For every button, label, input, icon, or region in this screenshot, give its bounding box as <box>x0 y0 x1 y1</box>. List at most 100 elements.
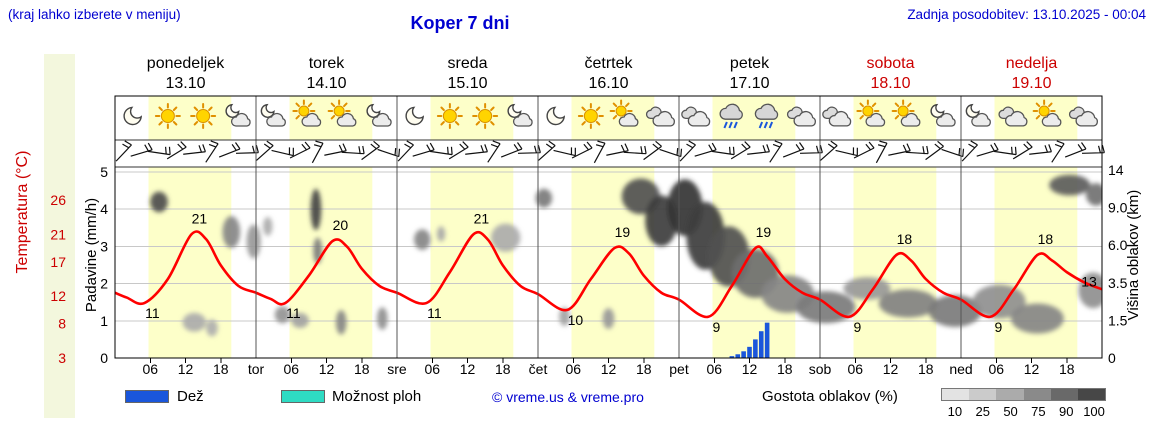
daylight-band <box>853 167 937 358</box>
wind-barb-icon <box>711 146 735 156</box>
wind-barb-icon <box>130 142 153 157</box>
cloud-blob <box>206 319 218 337</box>
day-abbrev-label: čet <box>529 361 548 377</box>
temperature-tick: 26 <box>50 192 66 208</box>
showers-legend-swatch <box>281 390 325 403</box>
day-abbrev-label: ned <box>949 361 972 377</box>
day-name-label: ponedeljek <box>147 55 225 72</box>
cloud-blob <box>414 229 431 250</box>
hour-label: 12 <box>1024 361 1040 377</box>
rain-bar <box>747 346 752 358</box>
last-update-text: Zadnja posodobitev: 13.10.2025 - 00:04 <box>907 7 1146 22</box>
rain-bar <box>758 331 764 358</box>
cloud-blob <box>263 217 273 236</box>
day-abbrev-label: pet <box>669 361 689 377</box>
temperature-curve <box>115 230 1102 319</box>
daylight-band <box>430 96 514 140</box>
precip-tick: 1 <box>100 313 108 329</box>
cloud-blob <box>535 188 553 208</box>
day-date-label: 14.10 <box>306 75 346 92</box>
hour-label: 12 <box>883 361 899 377</box>
weather-icon-moon <box>546 106 566 126</box>
cloud-height-tick: 1.5 <box>1108 312 1128 328</box>
day-name-label: nedelja <box>1006 55 1058 72</box>
cloud-blob <box>436 226 446 242</box>
weather-icon-moon-cloud <box>366 103 392 127</box>
wind-barb-icon <box>875 140 888 164</box>
hour-label: 06 <box>565 361 581 377</box>
wind-barb-icon <box>361 140 380 161</box>
wind-barb-icon <box>271 147 294 157</box>
day-name-label: sobota <box>866 55 914 72</box>
density-tick-label: 100 <box>1083 404 1105 419</box>
wind-barb-icon <box>571 141 593 159</box>
weather-icon-sun-cloud <box>891 99 921 127</box>
day-name-label: četrtek <box>584 55 633 72</box>
daily-low-label: 9 <box>853 319 861 335</box>
weather-icon-sun-cloud <box>856 99 886 127</box>
wind-barbs-row <box>115 140 1105 164</box>
weather-icon-cloud <box>645 106 675 127</box>
wind-barb-icon <box>905 145 929 155</box>
wind-barb-icon <box>397 140 414 162</box>
cloud-blob <box>222 216 241 249</box>
cloud-density-scale <box>941 388 1106 401</box>
rain-bar <box>764 322 770 358</box>
cloud-blob <box>246 224 261 259</box>
weather-icon-sun <box>436 103 463 129</box>
left-accent-strip <box>44 54 75 418</box>
daily-low-label: 11 <box>427 305 442 321</box>
rain-bar <box>741 351 746 358</box>
cloud-blob <box>1049 174 1091 196</box>
density-segment <box>1077 389 1106 400</box>
wind-barb-icon <box>1081 144 1105 154</box>
copyright-link[interactable]: © vreme.us & vreme.pro <box>492 389 644 405</box>
menu-hint: (kraj lahko izberete v meniju) <box>8 7 181 22</box>
end-temperature-label: 13 <box>1081 273 1097 289</box>
day-name-label: petek <box>730 55 770 72</box>
hour-label: 18 <box>495 361 511 377</box>
wind-barb-icon <box>747 144 770 155</box>
day-date-label: 19.10 <box>1011 75 1051 92</box>
wind-barb-icon <box>205 140 219 163</box>
cloud-height-tick: 6.0 <box>1108 237 1128 253</box>
hour-label: 06 <box>142 361 158 377</box>
daily-high-label: 21 <box>474 210 490 226</box>
cloud-blob <box>335 310 347 335</box>
hour-label: 12 <box>742 361 758 377</box>
rain-bar <box>729 356 735 358</box>
hour-label: 12 <box>460 361 476 377</box>
wind-barb-icon <box>235 144 259 154</box>
weather-icon-moon <box>123 106 143 126</box>
daily-low-label: 9 <box>994 319 1002 335</box>
density-tick-label: 10 <box>947 404 963 419</box>
temperature-tick: 17 <box>50 254 66 270</box>
weather-icon-sun-cloud <box>1032 99 1062 127</box>
weather-icon-rain <box>754 103 779 129</box>
daily-high-label: 21 <box>192 210 208 226</box>
cloud-blob <box>559 307 570 327</box>
weather-icon-sun <box>577 103 604 129</box>
wind-barb-icon <box>925 140 944 161</box>
weather-icon-cloud <box>822 106 852 127</box>
wind-barb-icon <box>730 141 751 160</box>
precip-tick: 2 <box>100 276 108 292</box>
wind-barb-icon <box>115 140 132 162</box>
wind-barb-icon <box>659 147 683 158</box>
cloud-height-tick: 9.0 <box>1108 200 1128 216</box>
weather-icon-cloud <box>786 106 816 127</box>
hour-label: 12 <box>601 361 617 377</box>
precip-tick: 5 <box>100 164 108 180</box>
wind-barb-icon <box>183 144 206 155</box>
weather-icon-moon-cloud <box>930 103 956 127</box>
cloud-blob <box>291 312 309 328</box>
day-name-label: sreda <box>447 55 487 72</box>
daily-low-label: 11 <box>145 305 160 321</box>
cloud-blob <box>310 188 322 231</box>
cloud-blob <box>878 289 938 318</box>
weather-icon-sun-cloud <box>327 99 357 127</box>
density-tick-label: 50 <box>1003 404 1018 419</box>
weather-icon-sun-cloud <box>292 99 322 127</box>
